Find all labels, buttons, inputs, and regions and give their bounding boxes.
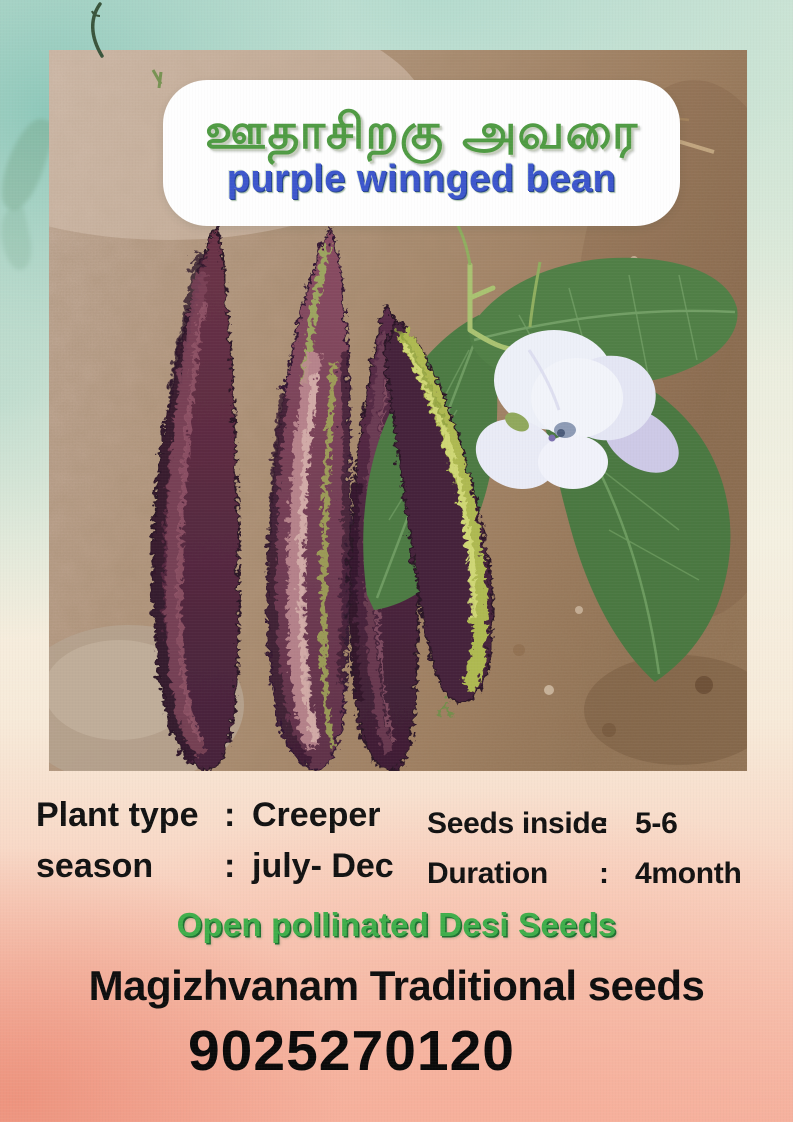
details-right-column: Seeds inside : 5-6 Duration : 4month [427,799,742,899]
details-left-column: Plant type : Creeper season : july- Dec [36,790,394,892]
season-value: july- Dec [252,847,394,885]
colon: : [224,847,236,885]
pod-left [149,219,237,768]
colon: : [599,857,609,890]
phone-number-text: 9025270120 [187,1019,515,1083]
flower-sepal [505,412,529,432]
brand-name: Magizhvanam Traditional seeds [88,962,705,1009]
seed-type-line: Open pollinated Desi Seeds [176,906,617,943]
winged-bean-pods [149,219,417,770]
duration-row: Duration : 4month [427,849,742,899]
colon: : [224,796,236,834]
watercolor-leaf-decoration [0,205,37,273]
phone-number: 9025270120 [0,1018,793,1084]
plant-type-label: Plant type [36,796,199,834]
colon: : [599,807,609,840]
title-card: ஊதாசிறகு அவரை purple winnged bean [163,80,680,226]
duration-value: 4month [635,857,742,890]
english-title: purple winnged bean [226,157,617,200]
tamil-title: ஊதாசிறகு அவரை [204,103,639,161]
pod-middle-pink [263,222,349,768]
seeds-inside-row: Seeds inside : 5-6 [427,799,742,849]
season-label: season [36,847,154,885]
bean-flower [475,330,679,490]
seeds-inside-label: Seeds inside [427,807,607,840]
plant-type-value: Creeper [252,796,381,834]
seeds-inside-value: 5-6 [635,807,678,840]
duration-label: Duration [427,857,548,890]
season-row: season : july- Dec [36,841,394,892]
grass-sprig [151,69,163,89]
twig-decoration [91,2,104,58]
flower-lower-petal [475,418,559,490]
pod-green-curved [382,315,491,716]
flower-keel [554,422,576,438]
plant-type-row: Plant type : Creeper [36,790,394,841]
